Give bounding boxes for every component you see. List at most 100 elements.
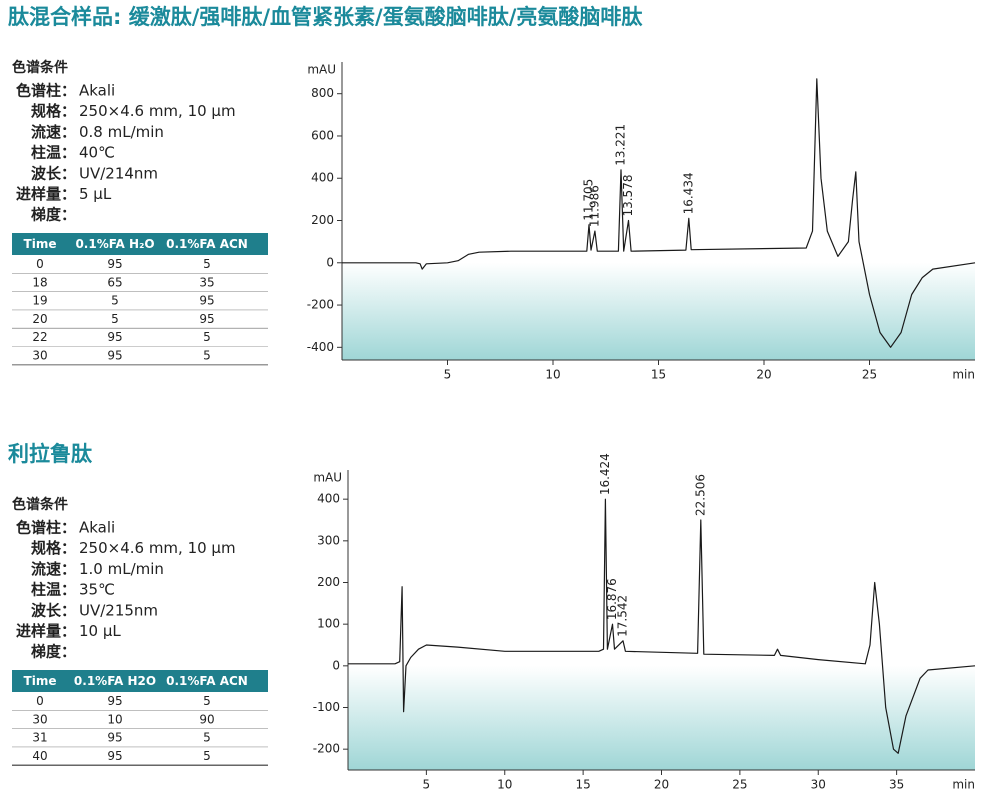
x-tick-label: 15 bbox=[575, 778, 590, 792]
condition-value: 250×4.6 mm, 10 µm bbox=[79, 539, 236, 557]
condition-value: 10 µL bbox=[79, 622, 121, 640]
table-cell: 5 bbox=[203, 731, 211, 745]
x-axis-label: min bbox=[952, 778, 975, 792]
baseline-fill bbox=[348, 665, 975, 770]
condition-label: 波长： bbox=[31, 601, 76, 619]
table-header bbox=[12, 670, 268, 692]
peak-label: 22.506 bbox=[693, 474, 707, 516]
table-cell: 90 bbox=[199, 712, 214, 726]
y-tick-label: -200 bbox=[313, 742, 340, 756]
x-tick-label: 25 bbox=[732, 778, 747, 792]
y-tick-label: 100 bbox=[317, 617, 340, 631]
table-cell: 65 bbox=[107, 275, 122, 289]
table-header-cell: 0.1%FA H₂O bbox=[75, 237, 154, 251]
table-header-cell: 0.1%FA H2O bbox=[74, 674, 156, 688]
table-cell: 95 bbox=[107, 330, 122, 344]
table-cell: 0 bbox=[36, 694, 44, 708]
x-tick-label: 10 bbox=[497, 778, 512, 792]
condition-value: UV/215nm bbox=[79, 601, 158, 619]
condition-label: 色谱柱： bbox=[16, 519, 76, 537]
table-cell: 95 bbox=[107, 694, 122, 708]
condition-label: 规格： bbox=[31, 539, 76, 557]
condition-label: 柱温： bbox=[31, 581, 76, 599]
table-header-cell: Time bbox=[24, 674, 57, 688]
table-cell: 5 bbox=[203, 749, 211, 763]
x-tick-label: 5 bbox=[423, 778, 431, 792]
baseline-fill bbox=[342, 262, 975, 360]
table-cell: 20 bbox=[32, 312, 47, 326]
condition-label: 流速： bbox=[31, 560, 76, 578]
condition-label: 色谱柱： bbox=[16, 82, 76, 100]
peak-label: 11.705 bbox=[581, 179, 595, 221]
condition-value: 250×4.6 mm, 10 µm bbox=[79, 102, 236, 120]
chromatogram-trace bbox=[342, 78, 976, 348]
condition-label: 梯度： bbox=[31, 643, 76, 661]
peak-label: 13.578 bbox=[621, 175, 635, 217]
x-tick-label: 5 bbox=[444, 368, 452, 382]
peak-label: 16.424 bbox=[598, 453, 612, 495]
y-tick-label: 600 bbox=[311, 128, 334, 142]
x-tick-label: 10 bbox=[545, 368, 560, 382]
table-cell: 10 bbox=[107, 712, 122, 726]
table-cell: 30 bbox=[32, 712, 47, 726]
table-cell: 40 bbox=[32, 749, 47, 763]
y-tick-label: 200 bbox=[317, 575, 340, 589]
table-cell: 95 bbox=[107, 257, 122, 271]
peak-label: 16.876 bbox=[605, 578, 619, 620]
y-tick-label: 400 bbox=[311, 171, 334, 185]
y-axis-label: mAU bbox=[307, 63, 336, 77]
table-cell: 18 bbox=[32, 275, 47, 289]
chromatogram-trace bbox=[348, 498, 976, 754]
x-tick-label: 25 bbox=[862, 368, 877, 382]
condition-label: 柱温： bbox=[31, 144, 76, 162]
table-cell: 95 bbox=[199, 312, 214, 326]
table-cell: 0 bbox=[36, 257, 44, 271]
condition-value: 35℃ bbox=[79, 581, 115, 599]
table-cell: 5 bbox=[203, 330, 211, 344]
condition-value: 0.8 mL/min bbox=[79, 123, 164, 141]
conditions-title: 色谱条件 bbox=[12, 496, 68, 513]
y-axis-label: mAU bbox=[313, 471, 342, 485]
section-title: 肽混合样品: 缓激肽/强啡肽/血管紧张素/蛋氨酸脑啡肽/亮氨酸脑啡肽 bbox=[8, 5, 643, 29]
peak-label: 13.221 bbox=[613, 124, 627, 166]
condition-label: 波长： bbox=[31, 164, 76, 182]
y-tick-label: 800 bbox=[311, 86, 334, 100]
condition-label: 规格： bbox=[31, 102, 76, 120]
x-tick-label: 35 bbox=[889, 778, 904, 792]
table-cell: 35 bbox=[199, 275, 214, 289]
table-cell: 5 bbox=[203, 694, 211, 708]
table-cell: 30 bbox=[32, 349, 47, 363]
section-title: 利拉鲁肽 bbox=[8, 442, 93, 466]
y-tick-label: -400 bbox=[307, 340, 334, 354]
table-cell: 95 bbox=[107, 749, 122, 763]
x-tick-label: 30 bbox=[811, 778, 826, 792]
y-tick-label: 200 bbox=[311, 213, 334, 227]
condition-value: Akali bbox=[79, 82, 115, 100]
condition-label: 梯度： bbox=[31, 206, 76, 224]
table-cell: 5 bbox=[111, 312, 119, 326]
peak-label: 16.434 bbox=[681, 172, 695, 214]
table-cell: 5 bbox=[203, 349, 211, 363]
peak-label: 17.542 bbox=[615, 595, 629, 637]
table-header-cell: 0.1%FA ACN bbox=[166, 674, 248, 688]
condition-value: UV/214nm bbox=[79, 164, 158, 182]
table-cell: 95 bbox=[107, 731, 122, 745]
y-tick-label: -100 bbox=[313, 700, 340, 714]
condition-value: Akali bbox=[79, 519, 115, 537]
x-axis-label: min bbox=[952, 368, 975, 382]
condition-value: 40℃ bbox=[79, 144, 115, 162]
table-cell: 31 bbox=[32, 731, 47, 745]
y-tick-label: 300 bbox=[317, 533, 340, 547]
x-tick-label: 20 bbox=[756, 368, 771, 382]
y-tick-label: -200 bbox=[307, 298, 334, 312]
table-header-cell: Time bbox=[24, 237, 57, 251]
table-header-cell: 0.1%FA ACN bbox=[166, 237, 248, 251]
condition-value: 1.0 mL/min bbox=[79, 560, 164, 578]
peak-label: 11.986 bbox=[587, 185, 601, 227]
conditions-title: 色谱条件 bbox=[12, 59, 68, 76]
table-cell: 5 bbox=[111, 294, 119, 308]
condition-value: 5 µL bbox=[79, 185, 112, 203]
table-cell: 95 bbox=[199, 294, 214, 308]
condition-label: 进样量： bbox=[16, 622, 76, 640]
y-tick-label: 400 bbox=[317, 492, 340, 506]
